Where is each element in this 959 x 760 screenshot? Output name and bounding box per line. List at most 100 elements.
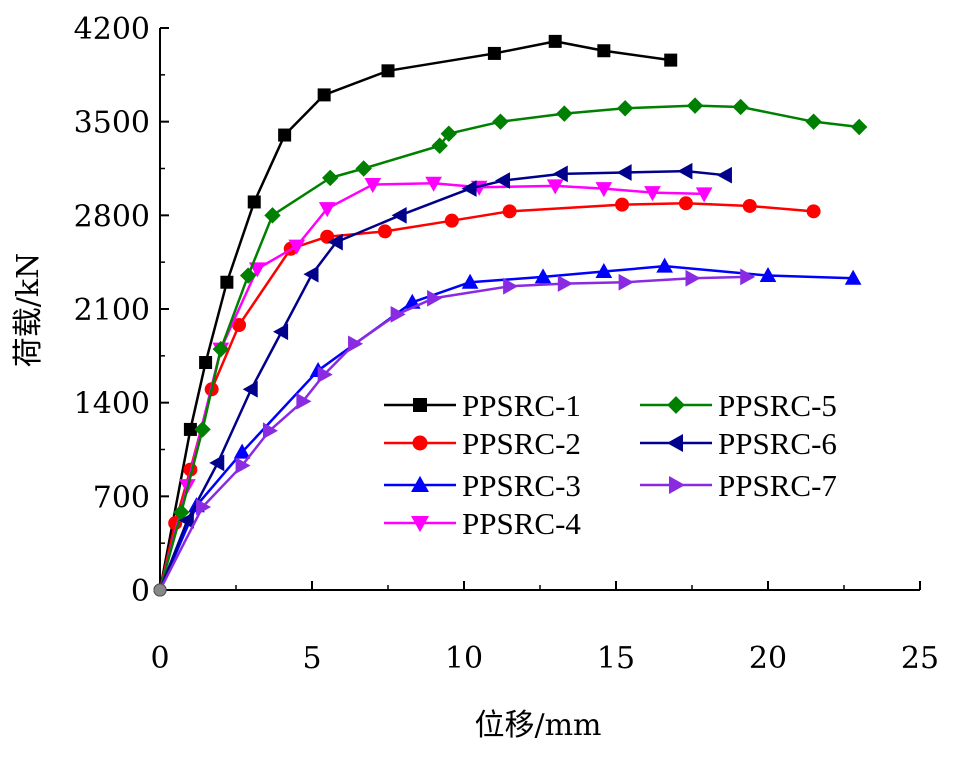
data-point-marker xyxy=(239,267,257,284)
data-point-marker xyxy=(695,187,713,203)
legend-entry: PPSRC-5 xyxy=(640,388,837,423)
data-point-marker xyxy=(296,392,312,410)
data-point-marker xyxy=(317,88,331,102)
series-layer xyxy=(153,34,868,597)
y-tick-label: 2100 xyxy=(74,293,150,328)
data-point-marker xyxy=(666,434,683,452)
data-point-marker xyxy=(740,268,756,286)
data-point-marker xyxy=(806,204,821,219)
data-point-marker xyxy=(742,198,757,213)
data-point-marker xyxy=(247,195,261,209)
x-tick-label: 10 xyxy=(445,641,483,676)
data-point-marker xyxy=(322,169,339,187)
y-tick-label: 1400 xyxy=(74,387,150,422)
data-point-marker xyxy=(503,277,519,295)
series-line xyxy=(158,169,726,591)
data-point-marker xyxy=(546,179,564,195)
data-point-marker xyxy=(461,180,477,197)
series-ppsrc-5 xyxy=(153,97,868,597)
data-point-marker xyxy=(615,197,630,212)
data-point-marker xyxy=(656,257,673,273)
legend-entry: PPSRC-3 xyxy=(384,468,581,503)
x-tick-label: 15 xyxy=(597,641,635,676)
series-ppsrc-3 xyxy=(153,257,862,597)
legend-label: PPSRC-6 xyxy=(718,426,837,461)
data-point-marker xyxy=(233,443,251,459)
data-point-marker xyxy=(303,265,319,283)
y-tick-label: 4200 xyxy=(74,12,150,47)
data-point-marker xyxy=(534,268,552,284)
data-point-marker xyxy=(669,476,686,494)
data-point-marker xyxy=(431,137,448,154)
data-point-marker xyxy=(618,273,634,291)
data-point-marker xyxy=(273,323,289,341)
data-point-marker xyxy=(212,340,230,358)
series-line xyxy=(158,181,705,591)
series-ppsrc-7 xyxy=(153,268,756,597)
data-point-marker xyxy=(461,273,479,289)
legend-label: PPSRC-5 xyxy=(718,388,837,423)
data-point-marker xyxy=(317,366,333,383)
data-point-marker xyxy=(595,263,613,279)
x-tick-label: 5 xyxy=(302,641,321,676)
x-tick-label: 25 xyxy=(901,641,939,676)
data-point-marker xyxy=(194,421,211,438)
legend-label: PPSRC-7 xyxy=(718,468,837,503)
data-point-marker xyxy=(391,206,407,224)
x-tick-label: 0 xyxy=(150,641,169,676)
data-point-marker xyxy=(320,229,335,244)
data-point-marker xyxy=(667,396,685,414)
data-point-marker xyxy=(494,172,511,189)
series-line xyxy=(158,40,671,591)
data-point-marker xyxy=(552,165,568,183)
data-point-marker xyxy=(196,498,212,516)
data-point-marker xyxy=(556,105,573,122)
data-point-marker xyxy=(677,162,693,180)
data-point-marker xyxy=(616,100,634,117)
data-point-marker xyxy=(264,207,281,224)
legend-entry: PPSRC-1 xyxy=(384,388,581,423)
data-point-marker xyxy=(412,435,428,451)
data-point-marker xyxy=(492,113,509,130)
origin-point xyxy=(153,583,167,597)
data-point-marker xyxy=(850,118,868,136)
data-point-marker xyxy=(364,178,382,194)
data-point-marker xyxy=(644,186,661,202)
legend-label: PPSRC-1 xyxy=(462,388,581,423)
y-tick-label: 700 xyxy=(93,480,150,515)
data-point-marker xyxy=(288,239,306,255)
data-point-marker xyxy=(597,44,611,58)
legend-entry: PPSRC-6 xyxy=(640,426,837,461)
data-point-marker xyxy=(844,269,862,285)
data-point-marker xyxy=(199,356,213,370)
series-ppsrc-6 xyxy=(153,162,732,597)
data-point-marker xyxy=(678,196,693,211)
data-point-marker xyxy=(411,516,429,533)
data-point-marker xyxy=(178,512,194,529)
y-tick-label: 2800 xyxy=(74,199,150,234)
data-point-marker xyxy=(262,422,278,440)
data-point-marker xyxy=(686,97,704,114)
data-point-marker xyxy=(487,46,501,60)
data-point-marker xyxy=(235,457,251,474)
data-point-marker xyxy=(716,166,732,184)
data-point-marker xyxy=(440,125,458,142)
data-point-marker xyxy=(242,380,258,398)
data-point-marker xyxy=(664,53,678,67)
data-point-marker xyxy=(732,98,749,116)
data-point-marker xyxy=(805,113,822,130)
data-point-marker xyxy=(355,160,372,177)
data-point-marker xyxy=(327,233,343,251)
data-point-marker xyxy=(413,398,427,412)
data-point-marker xyxy=(278,128,292,142)
y-tick-label: 3500 xyxy=(74,106,150,141)
data-point-marker xyxy=(427,289,443,307)
data-point-marker xyxy=(502,204,517,219)
data-point-marker xyxy=(759,267,777,283)
legend-label: PPSRC-4 xyxy=(462,506,581,541)
data-point-marker xyxy=(390,306,406,323)
legend-label: PPSRC-3 xyxy=(462,468,581,503)
data-point-marker xyxy=(209,454,225,472)
y-tick-label: 0 xyxy=(131,574,150,609)
